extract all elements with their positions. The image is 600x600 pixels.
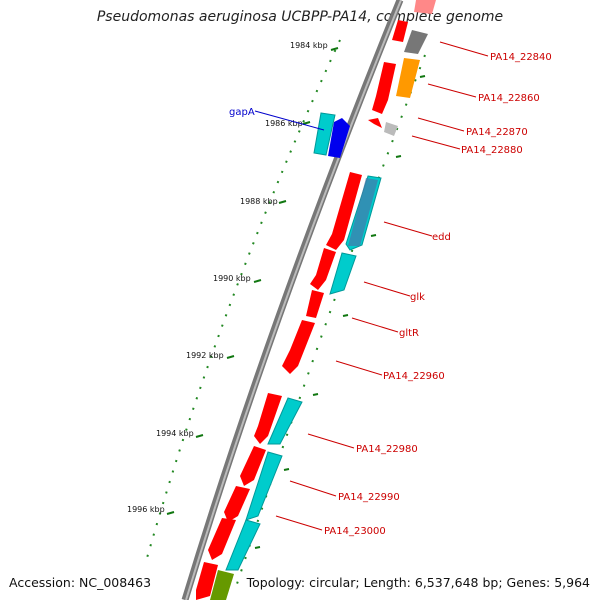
tick-label-1990: 1990 kbp	[213, 274, 251, 283]
leader-PA14_22870	[417, 117, 465, 132]
cds-arrow	[282, 320, 315, 374]
leader-PA14_22860	[427, 83, 477, 98]
leader-edd	[383, 221, 433, 237]
leader-PA14_22960	[335, 360, 383, 376]
tick-mark	[166, 511, 175, 515]
tick-mark	[226, 355, 235, 359]
cds-arrow	[254, 393, 282, 444]
leader-glk	[363, 281, 411, 297]
cds-arrow	[326, 172, 362, 250]
genome-summary: Topology: circular; Length: 6,537,648 bp…	[246, 575, 590, 590]
leader-PA14_22880	[411, 135, 461, 150]
gene-label-PA14_22880: PA14_22880	[461, 145, 523, 156]
genome-backbone-highlight	[185, 0, 402, 600]
gene-label-glk: glk	[410, 292, 425, 303]
gene-label-PA14_22840: PA14_22840	[490, 52, 552, 63]
genome-backbone	[181, 0, 404, 600]
cds-arrow	[329, 252, 357, 295]
accession-label: Accession: NC_008463	[9, 575, 152, 590]
cds-arrow	[208, 518, 236, 560]
gene-label-PA14_22960: PA14_22960	[383, 371, 445, 382]
strand-dash	[395, 155, 402, 158]
leader-PA14_23000	[275, 515, 323, 531]
strand-dash	[254, 546, 261, 549]
cds-arrow	[196, 562, 218, 600]
leader-PA14_22980	[307, 433, 355, 449]
cds-arrow	[313, 112, 336, 156]
gene-label-edd: edd	[432, 232, 451, 243]
cds-arrow	[306, 290, 324, 318]
strand-dash	[342, 314, 349, 317]
tick-label-1996: 1996 kbp	[127, 505, 165, 514]
strand-dash	[370, 234, 377, 237]
strand-dash	[283, 468, 290, 471]
tick-mark	[195, 434, 204, 438]
light-gray-gene	[384, 122, 398, 136]
cds-arrow	[310, 248, 336, 290]
orange-gene	[396, 58, 420, 98]
scale-ticks: 1984 kbp 1986 kbp 1988 kbp 1990 kbp 1992…	[127, 41, 339, 515]
tick-mark	[253, 279, 262, 283]
tick-label-1992: 1992 kbp	[186, 351, 224, 360]
tick-label-1988: 1988 kbp	[240, 197, 278, 206]
gene-label-gapA: gapA	[229, 107, 255, 118]
tick-mark	[330, 47, 339, 51]
cds-arrow	[225, 519, 261, 571]
strand-dashes	[254, 75, 426, 549]
gene-label-PA14_22990: PA14_22990	[338, 492, 400, 503]
cds-arrow	[240, 446, 266, 486]
leader-gltR	[351, 317, 399, 333]
tick-label-1986: 1986 kbp	[265, 119, 303, 128]
leader-gapA	[254, 110, 325, 131]
gray-gene	[404, 30, 428, 54]
pink-gene	[414, 0, 436, 14]
gene-label-gltR: gltR	[399, 328, 419, 339]
tick-label-1994: 1994 kbp	[156, 429, 194, 438]
cds-arrow	[372, 62, 396, 114]
gapA-gene	[328, 118, 350, 158]
tick-mark	[278, 200, 287, 204]
cds-arrow	[392, 20, 408, 42]
cds-arrow	[245, 451, 283, 521]
gene-label-PA14_22860: PA14_22860	[478, 93, 540, 104]
leader-PA14_22840	[439, 41, 489, 57]
cds-arrow	[267, 397, 303, 445]
olive-gene	[210, 570, 234, 600]
tick-label-1984: 1984 kbp	[290, 41, 328, 50]
gene-label-PA14_22870: PA14_22870	[466, 127, 528, 138]
gene-label-PA14_22980: PA14_22980	[356, 444, 418, 455]
cds-forward	[196, 20, 408, 600]
leader-PA14_22990	[289, 480, 337, 497]
gene-label-PA14_23000: PA14_23000	[324, 526, 386, 537]
tick-mark	[302, 121, 311, 125]
leader-lines	[254, 41, 489, 531]
cds-arrow	[368, 118, 382, 128]
strand-dash	[419, 75, 426, 78]
steelblue-gene	[348, 178, 378, 246]
gene-labels: gapA PA14_22840 PA14_22860 PA14_22870 PA…	[229, 52, 552, 537]
cds-arrow	[224, 486, 250, 522]
strand-dash	[312, 393, 319, 396]
